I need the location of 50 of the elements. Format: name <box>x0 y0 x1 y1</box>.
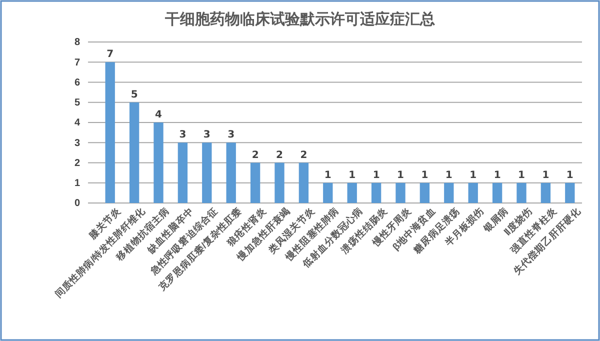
bar <box>371 182 382 203</box>
data-label: 4 <box>155 110 162 120</box>
data-label: 3 <box>179 130 186 141</box>
data-label: 1 <box>470 170 477 181</box>
bar <box>444 182 454 203</box>
bar <box>323 182 333 203</box>
data-label: 1 <box>542 170 550 181</box>
data-label: 1 <box>566 170 574 181</box>
chart-title: 干细胞药物临床试验默示许可适应症汇总 <box>164 10 435 28</box>
bar <box>274 162 284 203</box>
y-tick-label: 3 <box>74 138 80 149</box>
data-label: 1 <box>348 170 356 181</box>
data-label: 1 <box>372 170 380 181</box>
data-label: 3 <box>203 130 210 141</box>
bar <box>178 142 188 203</box>
data-label: 1 <box>518 170 526 181</box>
bar <box>298 162 309 203</box>
data-label: 1 <box>445 170 452 181</box>
data-label: 1 <box>397 170 404 181</box>
bar <box>540 182 551 203</box>
data-label: 1 <box>324 170 332 181</box>
bar <box>396 182 406 203</box>
data-label: 3 <box>228 130 235 141</box>
y-tick-label: 4 <box>74 118 80 129</box>
bar <box>129 102 140 203</box>
data-label: 7 <box>106 49 114 60</box>
bar <box>105 62 115 203</box>
y-tick-label: 5 <box>74 98 80 109</box>
bar <box>347 182 357 203</box>
bar <box>202 142 212 203</box>
bar <box>565 182 575 203</box>
y-tick-label: 7 <box>74 57 80 68</box>
bar <box>492 182 502 203</box>
data-label: 2 <box>300 150 308 161</box>
data-label: 2 <box>252 150 259 161</box>
y-tick-label: 1 <box>74 178 80 190</box>
y-tick-label: 0 <box>74 198 80 210</box>
data-label: 2 <box>276 150 284 161</box>
data-label: 1 <box>421 170 428 181</box>
y-tick-label: 2 <box>74 158 80 169</box>
bar <box>420 182 430 203</box>
bar <box>516 182 526 203</box>
bar <box>250 162 260 203</box>
bar <box>226 142 236 203</box>
y-tick-label: 6 <box>74 77 80 88</box>
bar <box>154 122 164 203</box>
y-tick-label: 8 <box>74 37 80 48</box>
data-label: 5 <box>130 89 138 100</box>
bar <box>468 182 478 203</box>
data-label: 1 <box>494 170 501 181</box>
